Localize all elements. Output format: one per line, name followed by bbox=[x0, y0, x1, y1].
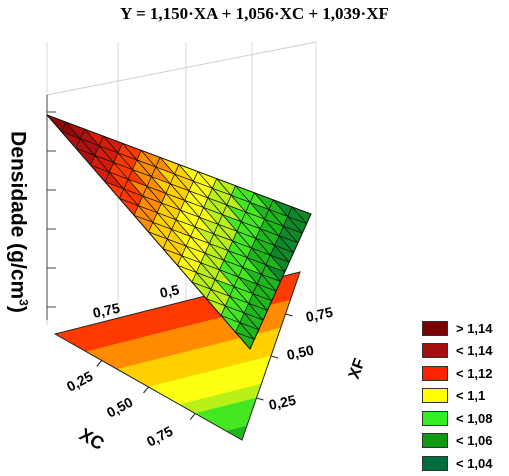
xc-tick-label: 0,50 bbox=[104, 394, 136, 421]
ternary-surface-plot: 0,25 0,50 0,75 0,25 0,50 0,75 0,75 0,5 XC XF bbox=[46, 41, 369, 454]
legend-label: < 1,1 bbox=[456, 388, 486, 403]
xf-tick-label: 0,75 bbox=[304, 304, 334, 325]
legend-item: < 1,06 bbox=[422, 431, 493, 451]
xf-axis-tick bbox=[270, 355, 279, 359]
back-grid-top bbox=[46, 41, 317, 96]
legend-swatch bbox=[422, 455, 448, 471]
xc-axis-label: XC bbox=[76, 424, 108, 454]
legend-item: < 1,14 bbox=[422, 341, 493, 361]
legend-item: < 1,04 bbox=[422, 453, 493, 473]
xf-tick-label: 0,25 bbox=[267, 392, 297, 413]
legend-swatch bbox=[422, 343, 448, 358]
legend-swatch bbox=[422, 320, 448, 336]
legend-swatch bbox=[422, 388, 448, 403]
xc-axis-tick bbox=[143, 386, 149, 394]
legend-label: > 1,14 bbox=[456, 320, 493, 336]
legend-label: < 1,08 bbox=[456, 410, 493, 426]
chart-title: Y = 1,150·XA + 1,056·XC + 1,039·XF bbox=[120, 4, 389, 23]
legend-swatch bbox=[422, 365, 448, 381]
legend-item: < 1,08 bbox=[422, 408, 493, 428]
legend-swatch bbox=[422, 410, 448, 426]
legend-item: > 1,14 bbox=[422, 318, 493, 338]
xf-axis-tick bbox=[256, 397, 264, 401]
legend-item: < 1,1 bbox=[422, 386, 493, 406]
xc-axis-tick bbox=[96, 360, 103, 367]
legend-swatch bbox=[422, 433, 448, 448]
xc-tick-label: 0,75 bbox=[144, 423, 176, 450]
xf-tick-label: 0,50 bbox=[285, 342, 315, 363]
back-tick-label: 0,5 bbox=[158, 281, 181, 301]
legend: > 1,14 < 1,14 < 1,12 < 1,1 < 1,08 < 1,06… bbox=[422, 318, 493, 476]
back-tick-label: 0,75 bbox=[91, 300, 121, 321]
xc-axis-tick bbox=[189, 413, 196, 420]
legend-label: < 1,06 bbox=[456, 433, 493, 448]
legend-label: < 1,14 bbox=[456, 343, 493, 358]
surface-outline bbox=[46, 114, 312, 350]
z-axis-label: Densidade (g/cm3) bbox=[6, 131, 31, 313]
xf-axis-label: XF bbox=[346, 356, 369, 381]
legend-item: < 1,12 bbox=[422, 363, 493, 383]
legend-label: < 1,04 bbox=[456, 455, 493, 471]
legend-label: < 1,12 bbox=[456, 365, 493, 381]
xc-tick-label: 0,25 bbox=[64, 368, 96, 395]
xf-axis-tick bbox=[285, 313, 293, 317]
